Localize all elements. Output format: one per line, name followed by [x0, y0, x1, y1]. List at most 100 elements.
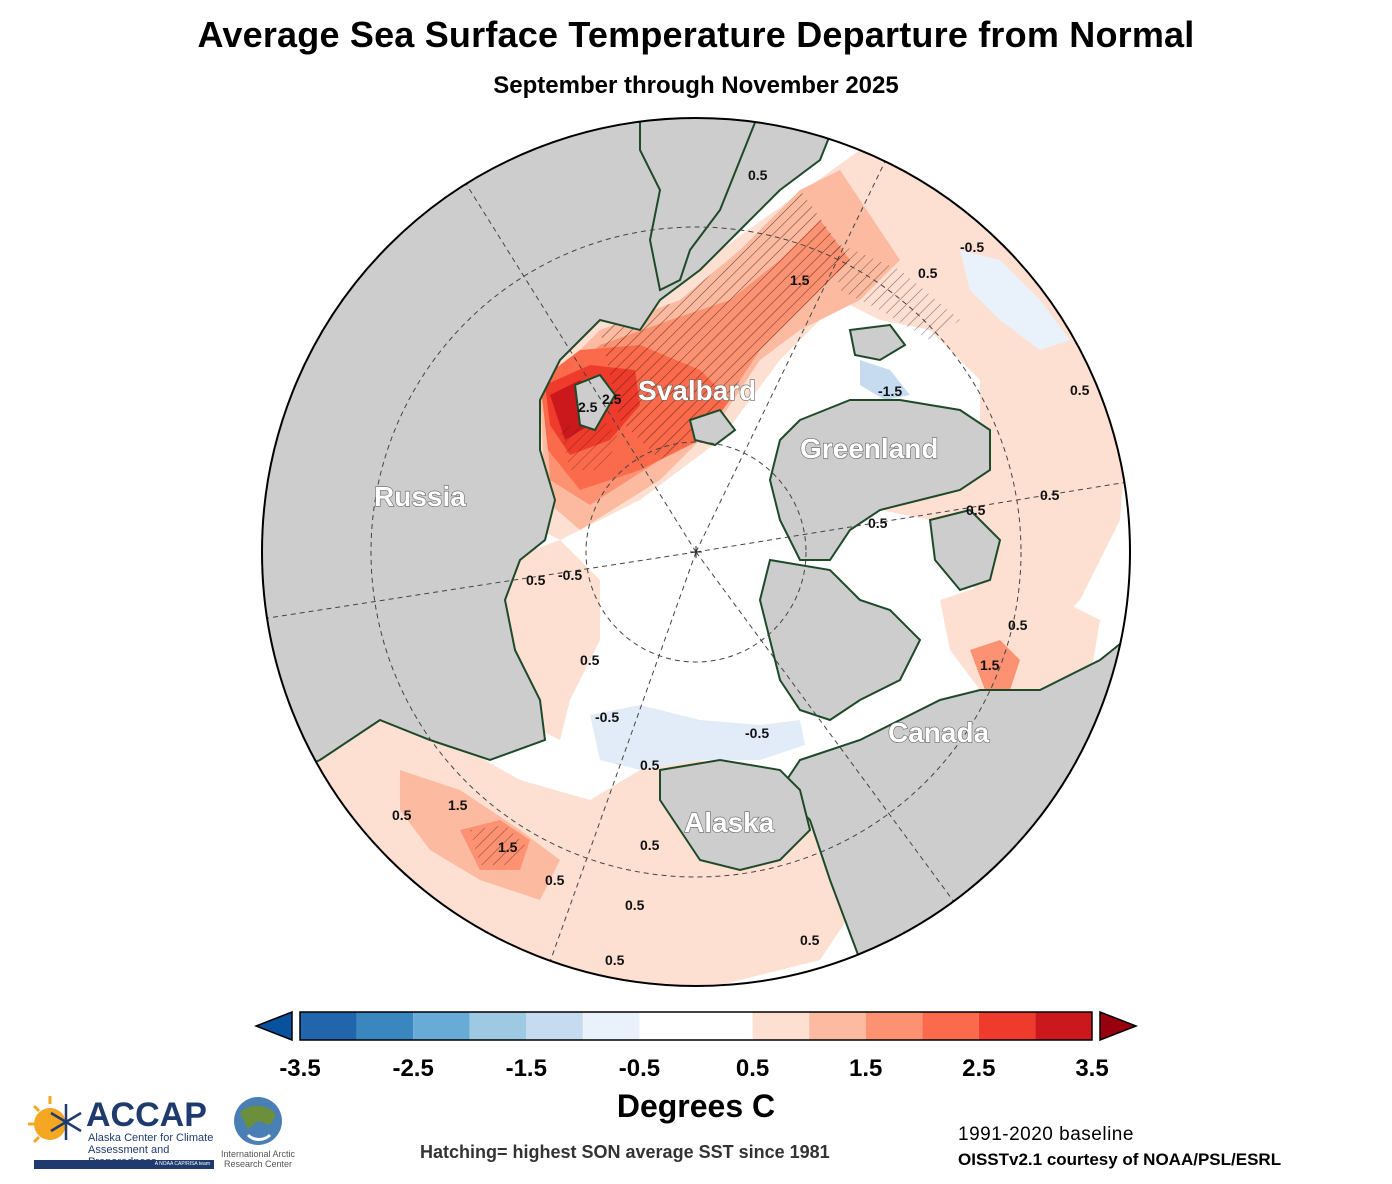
colorbar-box	[922, 1012, 979, 1040]
accap-team-bar: A NOAA CAP/RISA team	[34, 1160, 214, 1169]
region-label-canada: Canada	[888, 717, 990, 748]
latitude-circle-outer	[370, 226, 1022, 878]
contour-label: 0.5	[1008, 617, 1028, 633]
baseline-note: 1991-2020 baseline	[958, 1124, 1134, 1145]
accap-logo: ACCAP Alaska Center for Climate Assessme…	[24, 1088, 214, 1170]
contour-label: 2.5	[602, 391, 622, 407]
contour-label: 0.5	[748, 167, 768, 183]
anomaly-neg-0.5-beaufort	[590, 705, 805, 770]
iarc-logo: International Arctic Research Center	[218, 1095, 298, 1175]
hatching-note: Hatching= highest SON average SST since …	[420, 1142, 830, 1162]
page-subtitle: September through November 2025	[493, 72, 899, 99]
colorbar-tick-label: -1.5	[506, 1055, 547, 1082]
land-svalbard	[688, 408, 737, 447]
colorbar-tick-label: 1.5	[849, 1055, 882, 1082]
contour-label: 1.5	[980, 657, 1000, 673]
colorbar-box	[356, 1012, 414, 1040]
region-label-greenland: Greenland	[800, 433, 938, 464]
colorbar-box	[809, 1012, 866, 1040]
contour-label: 1.5	[790, 272, 810, 288]
contour-label: 0.5	[580, 652, 600, 668]
land-masses	[262, 118, 1130, 986]
colorbar-tick-label: 3.5	[1075, 1055, 1108, 1082]
colorbar-box	[469, 1012, 527, 1040]
land-novaya-zemlya	[573, 373, 617, 432]
meridian-4	[695, 551, 961, 911]
page-title: Average Sea Surface Temperature Departur…	[197, 14, 1195, 55]
contour-label: -0.5	[960, 239, 984, 255]
land-greenland	[768, 399, 991, 561]
land-alaska	[659, 758, 812, 872]
contour-label: 0.5	[605, 952, 625, 968]
contour-label: 0.5	[918, 265, 938, 281]
contour-label: 0.5	[392, 807, 412, 823]
colorbar-box	[413, 1012, 470, 1040]
data-source-note: OISSTv2.1 courtesy of NOAA/PSL/ESRL	[958, 1150, 1282, 1169]
latitude-circle-inner	[585, 441, 807, 663]
map-disc: 0.5 1.5 2.5 -0.5 0.5 0.5 0.5 -0.5 0.5 0.…	[262, 118, 1130, 986]
colorbar-over-arrow	[1099, 1010, 1139, 1042]
colorbar-under-arrow	[253, 1010, 293, 1042]
contour-label: 0.5	[1040, 487, 1060, 503]
region-label-svalbard: Svalbard	[638, 375, 756, 406]
land-canadian-archipelago	[758, 558, 922, 722]
contour-label: 0.5	[640, 757, 660, 773]
iarc-text-line: Research Center	[223, 1159, 293, 1169]
anomaly-neg-0.5-atlantic	[960, 250, 1070, 350]
meridian-3	[695, 479, 1130, 553]
colorbar-box	[696, 1012, 753, 1040]
contour-label: 0.5	[625, 897, 645, 913]
contour-label: 0.5	[1070, 382, 1090, 398]
sun-snowflake-icon	[28, 1096, 82, 1144]
anomaly-neg-1.0-greenland-east	[860, 360, 910, 400]
contour-label: 0.5	[966, 502, 986, 518]
colorbar-box	[752, 1012, 810, 1040]
colorbar-boxes	[300, 1012, 1092, 1040]
land-scandinavia	[639, 118, 762, 292]
land-iceland	[848, 323, 907, 362]
contour-label: 2.5	[578, 399, 598, 415]
colorbar-box	[978, 1012, 1036, 1040]
accap-tagline-line: Alaska Center for Climate	[88, 1132, 214, 1144]
colorbar-tick-label: 0.5	[736, 1055, 769, 1082]
colorbar-tick-labels: -3.5 -2.5 -1.5 -0.5 0.5 1.5 2.5 3.5	[279, 1055, 1108, 1082]
region-label-alaska: Alaska	[684, 807, 775, 838]
contour-label: -1.5	[878, 383, 902, 399]
anomaly-1.5-hudson	[970, 640, 1020, 690]
map-border	[261, 117, 1131, 987]
colorbar-tick-label: -0.5	[619, 1055, 660, 1082]
contour-label: 1.5	[498, 839, 518, 855]
colorbar-box	[639, 1012, 696, 1040]
record-hatching-bering	[470, 825, 525, 865]
colorbar-box	[300, 1012, 357, 1040]
record-hatching-greenland-sea	[830, 240, 960, 340]
contour-label: -0.5	[595, 709, 619, 725]
contour-labels: 0.5 1.5 2.5 -0.5 0.5 0.5 0.5 -0.5 0.5 0.…	[392, 167, 1090, 968]
contour-label: 0.5	[800, 932, 820, 948]
pole-marker	[690, 546, 702, 558]
record-hatching-barents	[600, 190, 850, 460]
colorbar-box	[582, 1012, 640, 1040]
colorbar-box	[1035, 1012, 1092, 1040]
contour-label: -0.5	[558, 567, 582, 583]
land-baffin	[928, 508, 1002, 592]
contour-label: 0.5	[640, 837, 660, 853]
record-hatching-kara	[560, 415, 620, 470]
contour-label: 0.5	[545, 872, 565, 888]
polar-sst-map: 0.5 1.5 2.5 -0.5 0.5 0.5 0.5 -0.5 0.5 0.…	[261, 117, 1131, 987]
colorbar-frame	[299, 1011, 1093, 1041]
meridian-6	[262, 551, 697, 621]
iarc-text: International Arctic Research Center	[218, 1149, 298, 1169]
colorbar-box	[526, 1012, 583, 1040]
colorbar-tick-label: -3.5	[279, 1055, 320, 1082]
accap-wordmark: ACCAP	[86, 1096, 207, 1134]
meridian-2	[695, 118, 911, 553]
colorbar-box	[865, 1012, 923, 1040]
contour-label: 0.5	[868, 515, 888, 531]
globe-icon	[234, 1097, 282, 1145]
contour-label: -0.5	[745, 725, 769, 741]
contour-label: 0.5	[526, 572, 546, 588]
colorbar-tick-label: 2.5	[962, 1055, 995, 1082]
contour-label: 1.5	[448, 797, 468, 813]
